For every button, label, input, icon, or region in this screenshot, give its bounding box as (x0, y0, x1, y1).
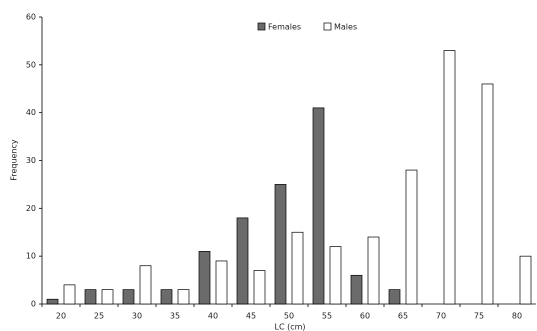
x-tick-label: 60 (360, 312, 370, 321)
bar (405, 169, 418, 305)
bar (312, 107, 325, 305)
bar (177, 289, 190, 305)
legend-label: Males (334, 23, 357, 32)
x-tick-label: 80 (512, 312, 522, 321)
y-tick-label: 30 (26, 156, 36, 165)
x-tick-label: 40 (208, 312, 218, 321)
bar (46, 298, 59, 305)
x-tick-label: 65 (398, 312, 408, 321)
bar (139, 265, 152, 305)
x-tick-label: 45 (246, 312, 256, 321)
bar (253, 270, 266, 305)
bar (236, 217, 249, 305)
bar (329, 246, 342, 305)
y-tick-label: 60 (26, 13, 36, 22)
bar (122, 289, 135, 305)
x-tick-label: 50 (284, 312, 294, 321)
bar (350, 274, 363, 305)
bar (367, 236, 380, 305)
y-tick-label: 0 (31, 300, 36, 309)
x-tick-label: 55 (322, 312, 332, 321)
x-tick-label: 30 (132, 312, 142, 321)
legend-swatch (323, 22, 332, 31)
bar (388, 289, 401, 305)
y-tick-label: 50 (26, 60, 36, 69)
legend-swatch (257, 22, 266, 31)
bar (519, 255, 532, 305)
bar (160, 289, 173, 305)
bar (101, 289, 114, 305)
bar (63, 284, 76, 305)
bar (84, 289, 97, 305)
x-tick-label: 70 (436, 312, 446, 321)
bar (443, 50, 456, 305)
x-axis-label: LC (cm) (274, 323, 305, 331)
y-tick-label: 20 (26, 204, 36, 213)
bar (198, 251, 211, 305)
bar (481, 83, 494, 305)
bar (274, 184, 287, 305)
x-tick-label: 20 (56, 312, 66, 321)
x-tick-label: 35 (170, 312, 180, 321)
legend-label: Females (268, 23, 301, 32)
y-tick-label: 40 (26, 108, 36, 117)
y-tick-label: 10 (26, 252, 36, 261)
x-tick-label: 25 (94, 312, 104, 321)
y-axis-label: Frequency (10, 139, 19, 181)
x-tick-label: 75 (474, 312, 484, 321)
bar (215, 260, 228, 305)
bar (291, 231, 304, 305)
